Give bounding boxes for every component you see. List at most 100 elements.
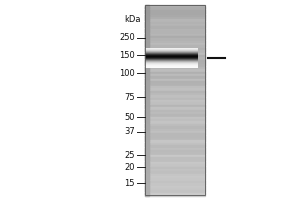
Text: 15: 15 [124, 178, 135, 188]
Bar [145, 181, 205, 184]
Bar [145, 41, 149, 44]
Bar [145, 29, 205, 32]
Bar [145, 183, 149, 186]
Bar [145, 86, 205, 89]
Bar [145, 72, 149, 75]
Bar [145, 60, 205, 63]
Bar [145, 86, 149, 89]
Text: 100: 100 [119, 68, 135, 77]
Bar [145, 169, 149, 172]
Bar [145, 81, 205, 84]
Text: kDa: kDa [124, 15, 141, 24]
Bar [145, 157, 149, 160]
Bar [145, 112, 205, 115]
Bar [145, 15, 149, 18]
Bar [145, 131, 205, 134]
Bar [145, 62, 149, 65]
Bar [145, 152, 149, 156]
Bar [145, 171, 149, 175]
Bar [145, 107, 149, 110]
Bar [145, 48, 149, 51]
Bar [145, 124, 149, 127]
Bar [145, 155, 205, 158]
Bar [145, 43, 149, 46]
Text: 50: 50 [124, 112, 135, 121]
Bar [145, 181, 149, 184]
Bar [145, 188, 205, 191]
Bar [145, 5, 205, 195]
Bar [145, 36, 149, 39]
Bar [145, 69, 149, 72]
Bar [145, 7, 205, 11]
Bar [145, 143, 205, 146]
Bar [145, 129, 205, 132]
Bar [145, 102, 149, 106]
Bar [145, 164, 149, 168]
Bar [145, 38, 149, 42]
Bar [145, 126, 205, 130]
Bar [145, 67, 205, 70]
Bar [145, 121, 205, 125]
Text: 37: 37 [124, 128, 135, 136]
Bar [145, 98, 205, 101]
Bar [145, 57, 205, 61]
Bar [145, 43, 205, 46]
Bar [145, 24, 149, 27]
Bar [145, 112, 149, 115]
Bar [145, 140, 205, 144]
Bar [145, 105, 205, 108]
Bar [145, 107, 205, 110]
Bar [145, 19, 149, 23]
Bar [145, 64, 205, 68]
Bar [145, 60, 149, 63]
Bar [145, 138, 205, 141]
Bar [145, 88, 205, 92]
Bar [145, 74, 149, 77]
Bar [145, 31, 149, 34]
Bar [145, 69, 205, 72]
Bar [145, 136, 149, 139]
Bar [145, 148, 149, 151]
Bar [145, 145, 149, 148]
Bar [145, 67, 149, 70]
Bar [145, 81, 149, 84]
Bar [145, 83, 205, 87]
Bar [145, 166, 149, 170]
Bar [145, 24, 205, 27]
Bar [145, 193, 149, 196]
Bar [145, 17, 149, 20]
Bar [145, 10, 149, 13]
Bar [145, 131, 149, 134]
Bar [145, 166, 205, 170]
Bar [145, 119, 205, 122]
Bar [145, 15, 205, 18]
Bar [145, 174, 149, 177]
Bar [145, 159, 205, 163]
Bar [145, 100, 205, 103]
Bar [145, 114, 149, 118]
Bar [145, 178, 205, 182]
Bar [145, 74, 205, 77]
Bar [145, 164, 205, 168]
Text: 20: 20 [124, 162, 135, 171]
Bar [145, 159, 149, 163]
Bar [145, 110, 149, 113]
Bar [145, 50, 149, 53]
Bar [145, 79, 205, 82]
Bar [145, 190, 149, 194]
Bar [145, 12, 149, 16]
Bar [145, 5, 149, 8]
Text: 25: 25 [124, 150, 135, 160]
Bar [145, 183, 205, 186]
Bar [145, 45, 149, 49]
Bar [145, 48, 205, 51]
Bar [145, 110, 205, 113]
Bar [145, 90, 205, 94]
Bar [145, 178, 149, 182]
Bar [145, 176, 205, 179]
Bar [145, 55, 205, 58]
Bar [145, 33, 205, 37]
Bar [145, 52, 205, 56]
Bar [145, 188, 149, 191]
Bar [145, 169, 205, 172]
